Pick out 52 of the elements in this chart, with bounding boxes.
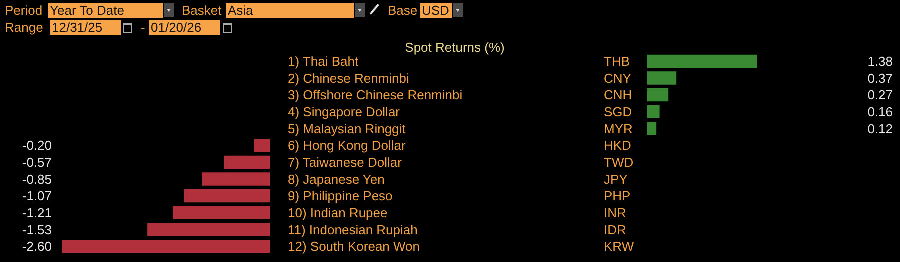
text: Range <box>5 20 44 35</box>
y-tick-label: SGD <box>604 104 632 120</box>
y-tick-label: 7) Taiwanese Dollar <box>288 154 403 170</box>
y-tick-label: 12) South Korean Won <box>288 239 420 254</box>
y-tick-label: PHP <box>604 188 631 204</box>
y-tick-label: THB <box>604 54 630 69</box>
y-tick-label: CNH <box>604 88 632 103</box>
text: 01/20/26 <box>149 20 220 35</box>
data-label: -1.07 <box>22 188 52 204</box>
y-tick-label: 1) Thai Baht <box>288 54 359 69</box>
y-tick-label: JPY <box>604 172 628 187</box>
y-tick-label: 2) Chinese Renminbi <box>288 70 410 86</box>
text: 12/31/25 <box>50 20 121 35</box>
y-tick-label: IDR <box>604 222 626 238</box>
text: Basket <box>182 3 222 18</box>
data-label: -1.53 <box>22 222 52 238</box>
data-label: -2.60 <box>22 239 52 254</box>
y-tick-label: MYR <box>604 121 633 136</box>
text: Asia <box>226 3 354 18</box>
data-label: -1.21 <box>22 205 52 220</box>
text: Year To Date <box>48 3 163 18</box>
data-label: -0.20 <box>22 138 52 154</box>
text: Spot Returns (%) <box>405 40 505 55</box>
y-tick-label: 5) Malaysian Ringgit <box>288 121 406 136</box>
data-label: 0.27 <box>868 88 893 103</box>
text: - <box>141 20 146 35</box>
y-tick-label: 4) Singapore Dollar <box>288 104 401 120</box>
data-label: -0.57 <box>22 154 52 170</box>
data-label: 0.16 <box>868 104 893 120</box>
bar <box>647 105 660 118</box>
y-tick-label: HKD <box>604 138 632 154</box>
text: Period <box>5 3 43 18</box>
y-tick-label: 8) Japanese Yen <box>288 172 385 187</box>
data-label: -0.85 <box>22 172 52 187</box>
bar <box>647 72 677 85</box>
y-tick-label: TWD <box>604 154 634 170</box>
y-tick-label: 3) Offshore Chinese Renminbi <box>288 88 463 103</box>
text: USD <box>420 3 452 18</box>
data-label: 1.38 <box>868 54 893 69</box>
y-tick-label: INR <box>604 205 626 220</box>
bar <box>647 54 758 68</box>
data-label: 0.37 <box>868 70 893 86</box>
bar <box>647 122 657 136</box>
y-tick-label: 11) Indonesian Rupiah <box>288 222 418 238</box>
y-tick-label: KRW <box>604 239 635 254</box>
data-label: 0.12 <box>868 121 893 136</box>
y-tick-label: 9) Philippine Peso <box>288 188 393 204</box>
y-tick-label: CNY <box>604 70 632 86</box>
y-tick-label: 10) Indian Rupee <box>288 205 388 220</box>
bar <box>647 88 669 102</box>
y-tick-label: 6) Hong Kong Dollar <box>288 138 406 154</box>
text: Base <box>388 3 418 18</box>
